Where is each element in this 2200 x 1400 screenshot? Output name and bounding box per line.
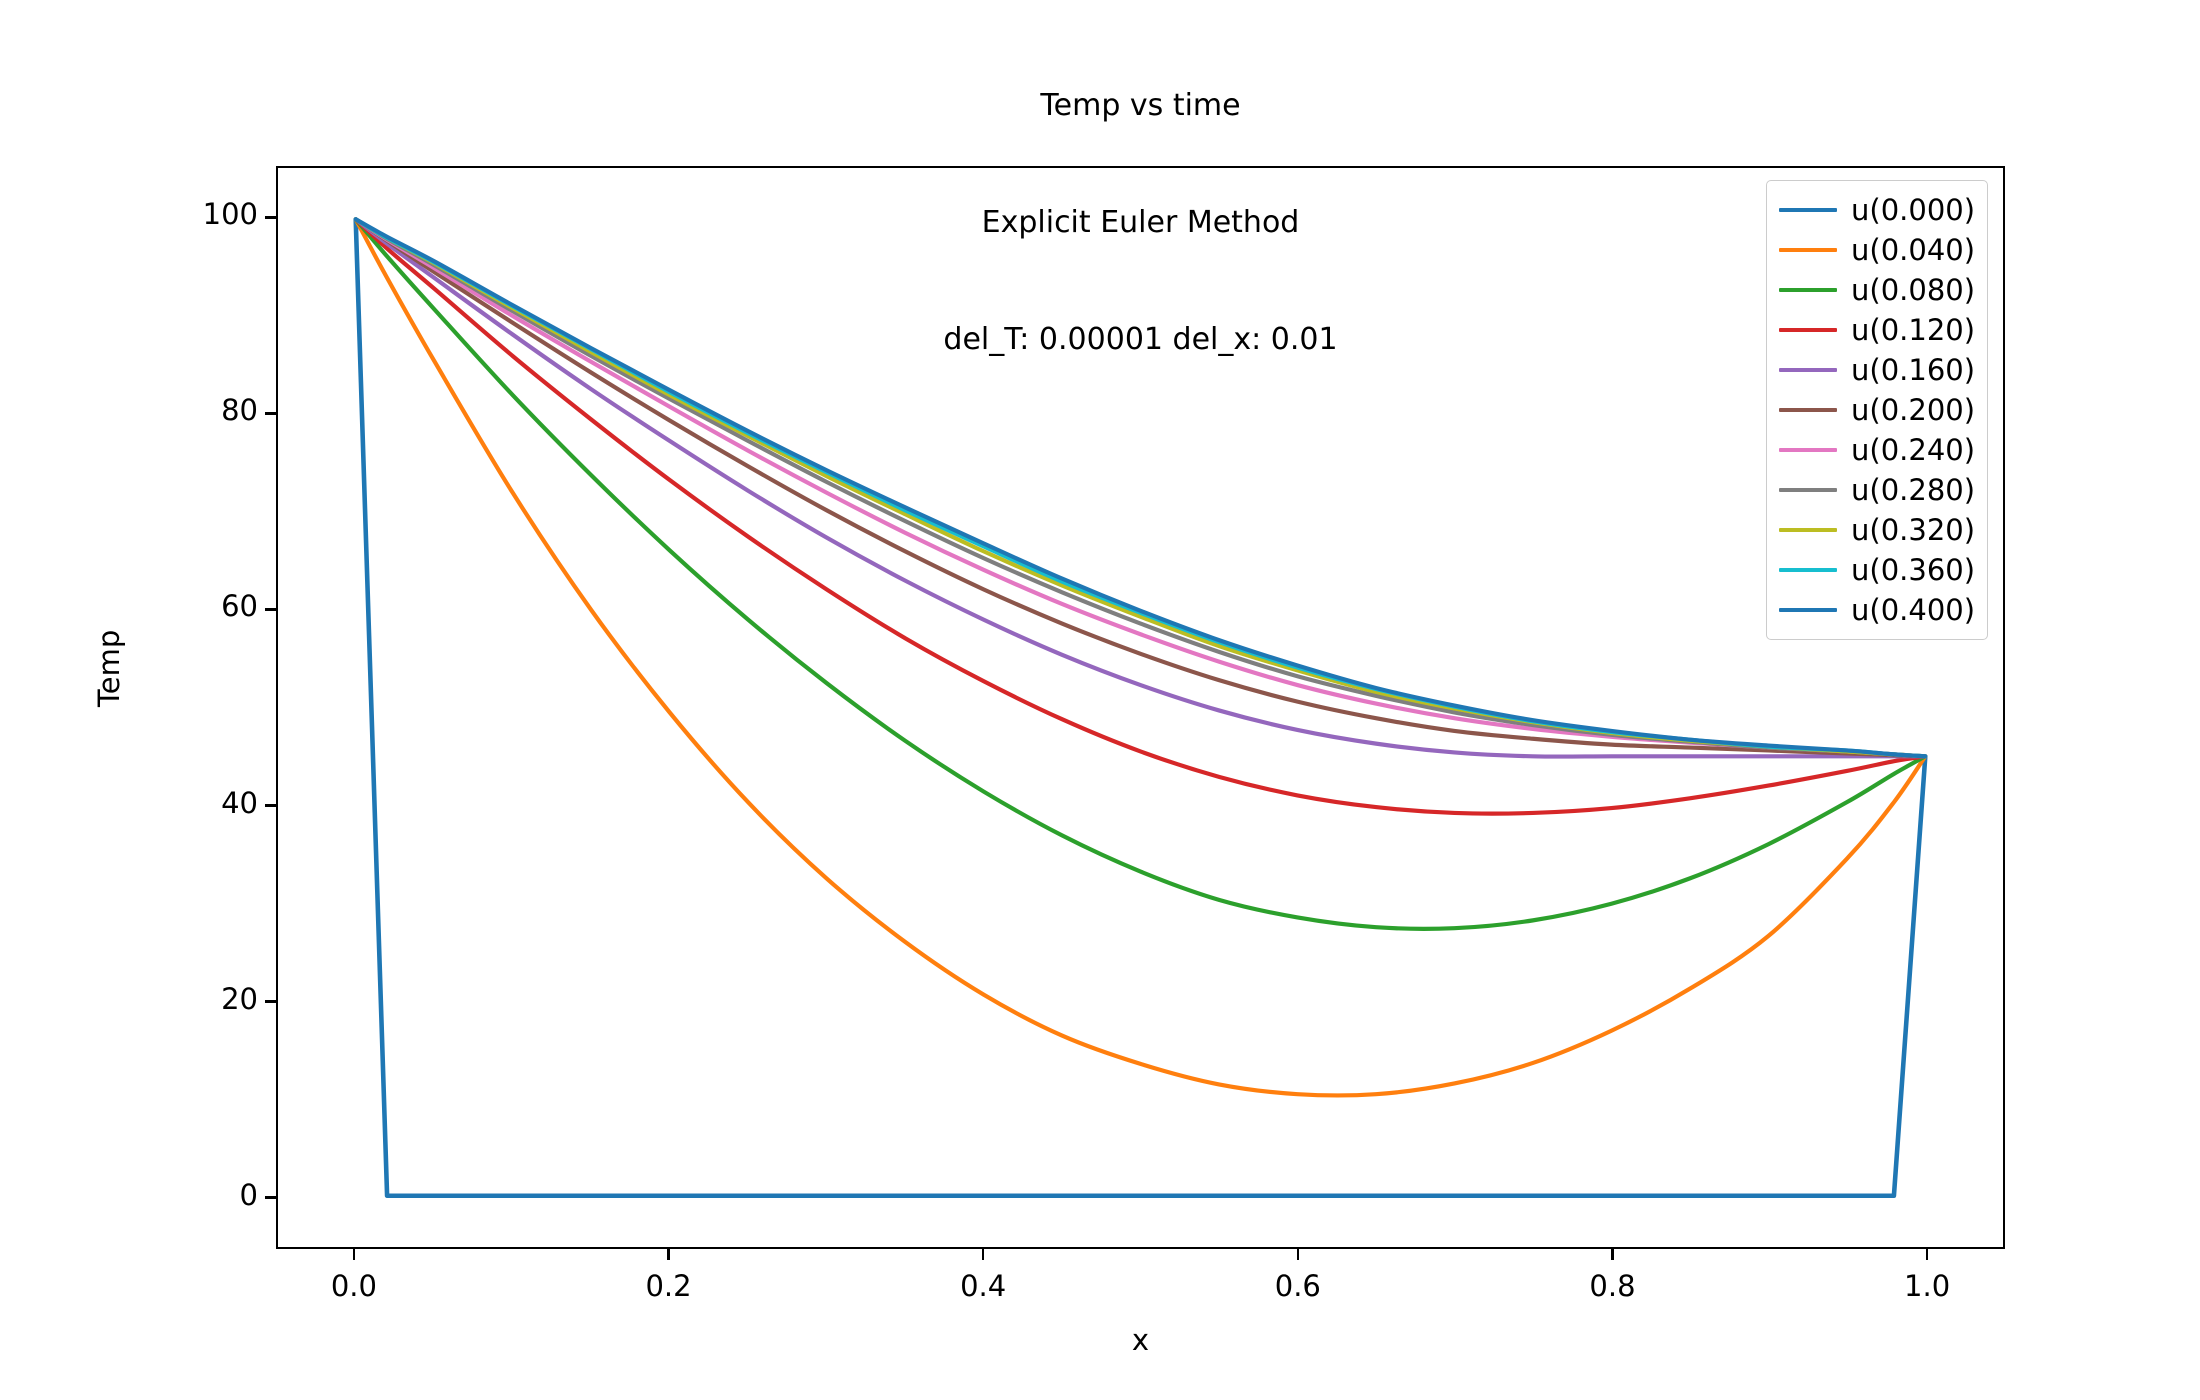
y-tick-label: 100 — [202, 197, 258, 232]
series-line — [353, 217, 1928, 759]
y-tick-mark — [265, 1000, 276, 1003]
legend-label: u(0.200) — [1851, 392, 1976, 427]
legend-entry[interactable]: u(0.040) — [1779, 230, 1975, 270]
x-tick-mark — [1611, 1249, 1614, 1260]
plot-lines — [353, 216, 1928, 1199]
series-line — [353, 216, 1928, 1199]
legend-color-swatch — [1779, 487, 1837, 493]
x-tick-mark — [1296, 1249, 1299, 1260]
legend-entry[interactable]: u(0.120) — [1779, 310, 1975, 350]
legend-label: u(0.240) — [1851, 432, 1976, 467]
legend-entry[interactable]: u(0.080) — [1779, 270, 1975, 310]
legend-label: u(0.000) — [1851, 192, 1976, 227]
x-tick-mark — [1926, 1249, 1929, 1260]
y-tick-mark — [265, 608, 276, 611]
y-tick-label: 0 — [239, 1177, 258, 1212]
legend-color-swatch — [1779, 367, 1837, 373]
x-tick-label: 1.0 — [1904, 1269, 1951, 1303]
legend-label: u(0.120) — [1851, 312, 1976, 347]
legend-label: u(0.040) — [1851, 232, 1976, 267]
series-line — [353, 217, 1928, 759]
legend-entry[interactable]: u(0.160) — [1779, 350, 1975, 390]
legend-color-swatch — [1779, 287, 1837, 293]
y-tick-mark — [265, 216, 276, 219]
legend-entry[interactable]: u(0.320) — [1779, 510, 1975, 550]
legend-color-swatch — [1779, 407, 1837, 413]
series-line — [353, 217, 1928, 759]
legend-entry[interactable]: u(0.280) — [1779, 470, 1975, 510]
chart-title: Temp vs time Explicit Euler Method del_T… — [276, 8, 2005, 437]
series-line — [353, 217, 1928, 1098]
x-tick-mark — [667, 1249, 670, 1260]
legend-entry[interactable]: u(0.400) — [1779, 590, 1975, 630]
y-tick-label: 40 — [221, 785, 258, 820]
x-tick-label: 0.8 — [1589, 1269, 1636, 1303]
y-tick-mark — [265, 1196, 276, 1199]
title-line-1: Temp vs time — [1040, 88, 1241, 123]
legend-entry[interactable]: u(0.240) — [1779, 430, 1975, 470]
y-tick-label: 80 — [221, 393, 258, 428]
series-line — [353, 217, 1928, 931]
legend-color-swatch — [1779, 247, 1837, 253]
x-tick-mark — [982, 1249, 985, 1260]
y-axis-label: Temp — [92, 629, 126, 707]
x-tick-label: 0.6 — [1274, 1269, 1321, 1303]
legend-label: u(0.360) — [1851, 552, 1976, 587]
legend-entry[interactable]: u(0.360) — [1779, 550, 1975, 590]
y-tick-label: 60 — [221, 589, 258, 624]
legend-color-swatch — [1779, 207, 1837, 213]
legend-color-swatch — [1779, 447, 1837, 453]
title-line-3: del_T: 0.00001 del_x: 0.01 — [943, 322, 1338, 357]
legend-label: u(0.080) — [1851, 272, 1976, 307]
legend-label: u(0.320) — [1851, 512, 1976, 547]
plot-axes — [276, 166, 2005, 1249]
legend-label: u(0.280) — [1851, 472, 1976, 507]
legend-label: u(0.400) — [1851, 592, 1976, 627]
legend-color-swatch — [1779, 567, 1837, 573]
legend-color-swatch — [1779, 527, 1837, 533]
x-tick-mark — [352, 1249, 355, 1260]
series-line — [353, 217, 1928, 759]
title-line-2: Explicit Euler Method — [981, 205, 1300, 240]
x-tick-label: 0.4 — [960, 1269, 1007, 1303]
legend-entry[interactable]: u(0.000) — [1779, 190, 1975, 230]
y-tick-mark — [265, 412, 276, 415]
y-tick-label: 20 — [221, 981, 258, 1016]
x-axis-label: x — [1131, 1323, 1150, 1357]
series-line — [353, 217, 1928, 816]
x-tick-label: 0.2 — [645, 1269, 692, 1303]
y-tick-mark — [265, 804, 276, 807]
x-tick-label: 0.0 — [330, 1269, 377, 1303]
series-line — [353, 217, 1928, 759]
legend-color-swatch — [1779, 607, 1837, 613]
chart-legend: u(0.000) u(0.040) u(0.080) u(0.120) u(0.160)… — [1766, 180, 1989, 640]
legend-entry[interactable]: u(0.200) — [1779, 390, 1975, 430]
legend-label: u(0.160) — [1851, 352, 1976, 387]
series-line — [353, 217, 1928, 759]
legend-color-swatch — [1779, 327, 1837, 333]
series-line — [353, 217, 1928, 759]
